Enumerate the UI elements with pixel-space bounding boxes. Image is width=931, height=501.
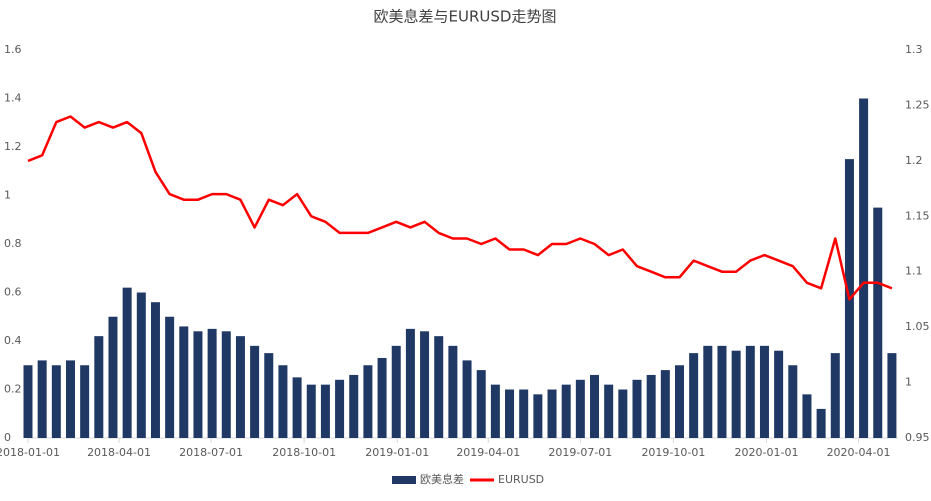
y-tick-label: 0.8 <box>4 237 22 250</box>
bar <box>689 353 699 438</box>
bar <box>490 384 500 438</box>
x-tick-label: 2019-04-01 <box>456 446 520 459</box>
bar <box>561 384 571 438</box>
bar <box>547 389 557 438</box>
bar <box>65 360 75 438</box>
bar <box>604 384 614 438</box>
x-tick-label: 2019-10-01 <box>641 446 705 459</box>
y2-tick-label: 1.3 <box>905 43 923 56</box>
bar <box>363 365 373 438</box>
bar <box>448 345 458 438</box>
bar <box>377 357 387 438</box>
bar <box>731 350 741 438</box>
bar <box>462 360 472 438</box>
x-tick-label: 2018-07-01 <box>179 446 243 459</box>
bar <box>193 331 203 438</box>
bar <box>306 384 316 438</box>
bar <box>221 331 231 438</box>
bar <box>179 326 189 438</box>
bar <box>505 389 515 438</box>
bar <box>859 98 869 438</box>
y2-tick-label: 1.15 <box>905 209 930 222</box>
line <box>27 115 893 301</box>
bar <box>646 374 656 438</box>
bar <box>150 302 160 438</box>
y2-tick-label: 1 <box>905 376 912 389</box>
bar <box>519 389 529 438</box>
x-tick-label: 2019-01-01 <box>365 446 429 459</box>
bar <box>703 345 713 438</box>
y-tick-label: 0 <box>4 431 11 444</box>
bar <box>108 316 118 438</box>
y-tick-label: 1.6 <box>4 43 22 56</box>
x-tick-label: 2020-01-01 <box>735 446 799 459</box>
bar <box>278 365 288 438</box>
y2-tick-label: 1.25 <box>905 98 930 111</box>
bar <box>80 365 90 438</box>
bar <box>122 287 132 438</box>
bar <box>434 336 444 438</box>
bar <box>674 365 684 438</box>
y2-tick-label: 0.95 <box>905 431 930 444</box>
y-tick-label: 0.6 <box>4 286 22 299</box>
legend-label: 欧美息差 <box>420 472 464 486</box>
bar <box>575 379 585 438</box>
bar <box>660 370 670 438</box>
bar <box>774 350 784 438</box>
bar <box>391 345 401 438</box>
bar <box>887 353 897 438</box>
bar <box>873 207 883 438</box>
bar <box>759 345 769 438</box>
y-tick-label: 1.2 <box>4 140 22 153</box>
bar <box>420 331 430 438</box>
bar <box>632 379 642 438</box>
bar <box>23 365 33 438</box>
legend-swatch <box>392 476 416 484</box>
bar <box>476 370 486 438</box>
bar <box>533 394 543 438</box>
y-tick-label: 0.2 <box>4 383 22 396</box>
bar <box>264 353 274 438</box>
bar <box>207 328 217 438</box>
bar <box>235 336 245 438</box>
bar <box>250 345 260 438</box>
x-tick-label: 2018-01-01 <box>0 446 60 459</box>
y2-tick-label: 1.2 <box>905 154 923 167</box>
y-tick-label: 0.4 <box>4 334 22 347</box>
bar <box>830 353 840 438</box>
bar <box>802 394 812 438</box>
y2-tick-label: 1.1 <box>905 265 923 278</box>
x-tick-label: 2019-07-01 <box>548 446 612 459</box>
bar <box>320 384 330 438</box>
x-tick-label: 2020-04-01 <box>827 446 891 459</box>
bar <box>590 374 600 438</box>
y-tick-label: 1 <box>4 189 11 202</box>
bar <box>94 336 104 438</box>
legend-label: EURUSD <box>498 473 544 486</box>
bar <box>335 379 345 438</box>
y-tick-label: 1.4 <box>4 92 22 105</box>
bar <box>745 345 755 438</box>
bar <box>165 316 175 438</box>
bar <box>618 389 628 438</box>
bar <box>405 328 415 438</box>
y2-tick-label: 1.05 <box>905 320 930 333</box>
bar <box>717 345 727 438</box>
bar <box>37 360 47 438</box>
bar <box>349 374 359 438</box>
bar <box>816 408 826 438</box>
chart-title: 欧美息差与EURUSD走势图 <box>374 8 557 26</box>
bar <box>292 377 302 438</box>
bar <box>136 292 146 438</box>
bar <box>788 365 798 438</box>
bar <box>51 365 61 438</box>
x-tick-label: 2018-04-01 <box>87 446 151 459</box>
x-tick-label: 2018-10-01 <box>272 446 336 459</box>
